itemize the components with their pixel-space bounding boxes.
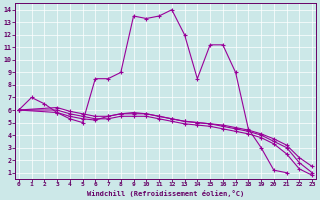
- X-axis label: Windchill (Refroidissement éolien,°C): Windchill (Refroidissement éolien,°C): [87, 190, 244, 197]
